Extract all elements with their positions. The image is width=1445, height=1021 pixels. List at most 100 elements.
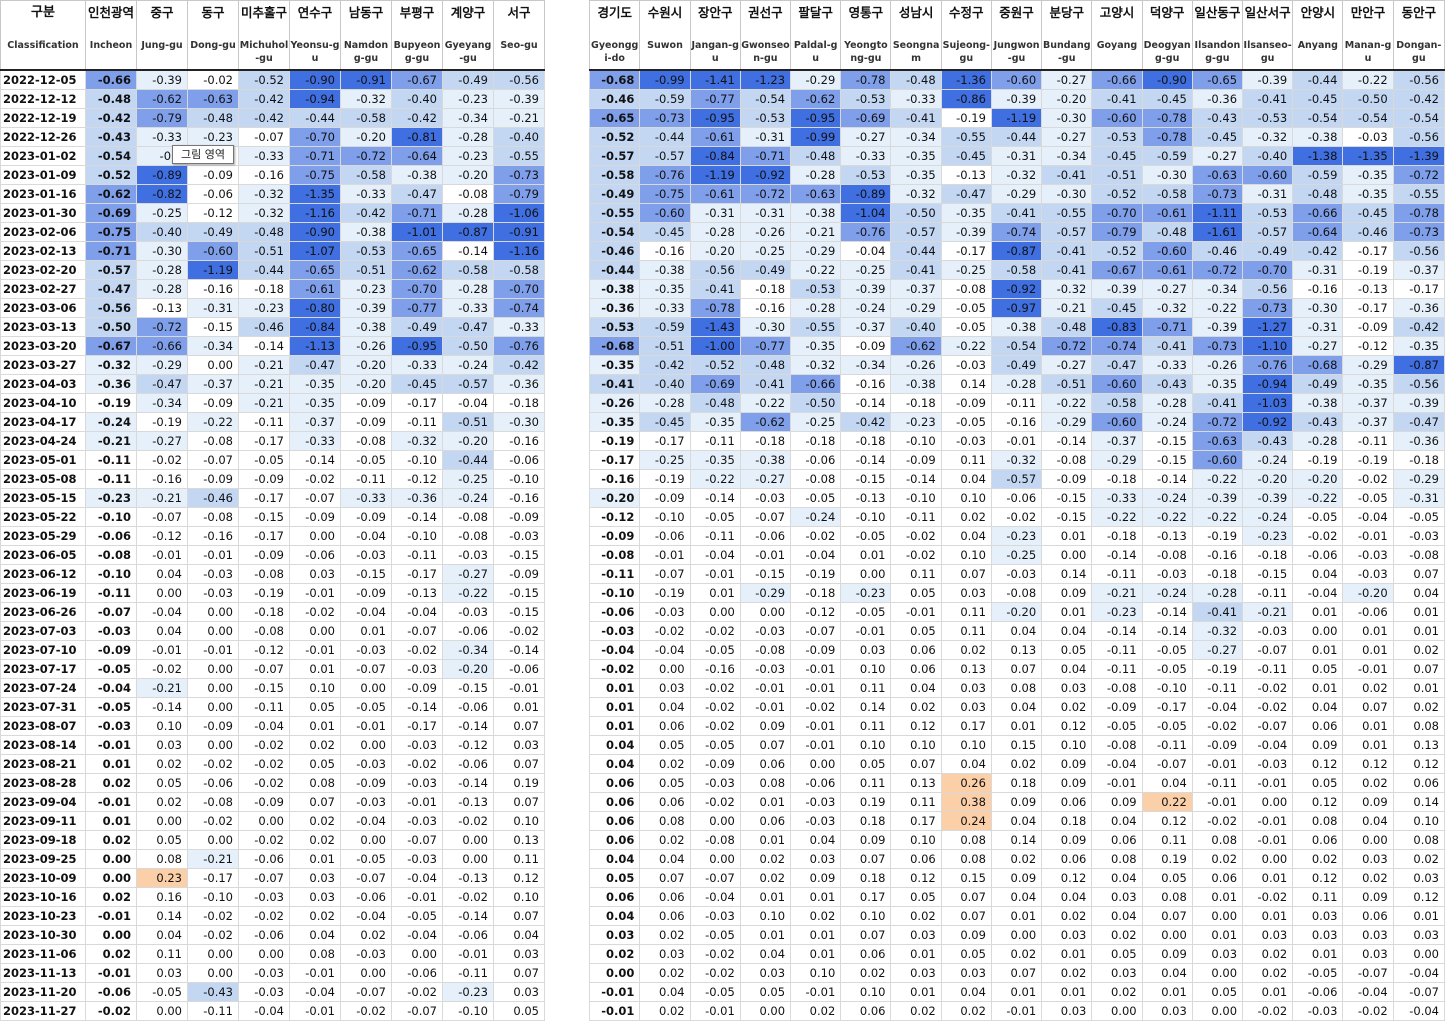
value-cell: -0.57 [1041, 222, 1093, 242]
value-cell: -0.11 [689, 526, 741, 546]
value-cell: -0.53 [1242, 203, 1294, 223]
value-cell: -0.02 [340, 1001, 392, 1021]
value-cell: -0.95 [689, 108, 741, 128]
value-cell: -0.33 [238, 146, 290, 166]
header-english-label: Gyeonggi-do [591, 40, 639, 64]
value-cell: -0.66 [790, 374, 842, 394]
value-cell: 0.22 [1141, 792, 1193, 812]
value-cell: -0.11 [1342, 431, 1394, 451]
value-cell: -0.07 [238, 659, 290, 679]
value-cell: -0.14 [238, 336, 290, 356]
value-cell: -0.08 [187, 507, 239, 527]
value-cell: -0.41 [1041, 260, 1093, 280]
value-cell: -0.56 [1392, 127, 1445, 147]
value-cell: -0.55 [940, 127, 992, 147]
value-cell: -0.28 [990, 374, 1043, 394]
date-cell: 2023-06-12 [0, 564, 86, 584]
value-cell: -0.62 [890, 336, 942, 356]
value-cell: 0.03 [940, 583, 992, 603]
value-cell: -0.72 [1041, 336, 1093, 356]
value-cell: -0.34 [136, 393, 188, 413]
value-cell: 0.00 [187, 697, 239, 717]
value-cell: 0.06 [1091, 830, 1143, 850]
value-cell: 0.00 [1191, 1001, 1244, 1021]
table-row: -0.35 -0.45 -0.35 -0.62 -0.25 -0.42 -0.23 -0.05… [588, 412, 1445, 432]
value-cell: -0.45 [940, 146, 992, 166]
table-row: 2023-09-11 0.01 0.00 -0.02 0.00 0.02 -0.04 -0.0… [0, 811, 545, 831]
value-cell: -0.48 [1041, 317, 1093, 337]
value-cell: -0.08 [340, 431, 392, 451]
value-cell: -0.09 [639, 488, 691, 508]
value-cell: -0.04 [238, 1001, 290, 1021]
value-cell: -0.14 [289, 450, 341, 470]
value-cell: 0.06 [1041, 849, 1093, 869]
value-cell: -0.28 [1292, 431, 1344, 451]
value-cell: -0.19 [136, 412, 188, 432]
value-cell: -0.19 [1342, 260, 1394, 280]
value-cell: 0.08 [289, 944, 341, 964]
value-cell: -0.39 [840, 279, 892, 299]
value-cell: -0.22 [1141, 507, 1193, 527]
column-header: 안양시 Anyang [1292, 0, 1344, 71]
value-cell: -0.03 [739, 621, 792, 641]
value-cell: 0.08 [1292, 811, 1344, 831]
table-row: -0.19 -0.17 -0.11 -0.18 -0.18 -0.18 -0.10 -0.03… [588, 431, 1445, 451]
table-row: 2023-03-20 -0.67 -0.66 -0.34 -0.14 -1.13 -0.26… [0, 336, 545, 356]
value-cell: -0.24 [442, 355, 494, 375]
value-cell: -0.15 [840, 469, 892, 489]
value-cell: -0.02 [790, 697, 842, 717]
value-cell: 0.00 [187, 355, 239, 375]
value-cell: -0.01 [689, 1001, 741, 1021]
value-cell: 0.26 [940, 773, 992, 793]
value-cell: -0.67 [1091, 260, 1143, 280]
value-cell: -0.19 [1191, 659, 1244, 679]
value-cell: 0.00 [289, 621, 341, 641]
value-cell: -0.05 [689, 507, 741, 527]
region-total-cell: 0.02 [85, 773, 137, 793]
header-korean-label: 수원시 [647, 5, 683, 20]
region-total-cell: -0.06 [588, 602, 641, 622]
value-cell: -0.03 [340, 754, 392, 774]
value-cell: -0.18 [1191, 564, 1244, 584]
value-cell: 0.05 [1191, 982, 1244, 1002]
value-cell: -0.13 [442, 792, 494, 812]
value-cell: 0.14 [840, 697, 892, 717]
value-cell: -0.41 [1091, 89, 1143, 109]
value-cell: -0.08 [940, 279, 992, 299]
value-cell: -0.36 [493, 374, 545, 394]
value-cell: 0.06 [840, 944, 892, 964]
value-cell: 0.18 [1041, 811, 1093, 831]
value-cell: -0.05 [1091, 716, 1143, 736]
value-cell: -0.31 [739, 203, 792, 223]
value-cell: 0.02 [1041, 697, 1093, 717]
header-english-label: Ilsanseo-gu [1243, 40, 1292, 64]
region-total-cell: 0.02 [85, 944, 137, 964]
value-cell: -0.41 [1191, 393, 1244, 413]
value-cell: -0.70 [391, 279, 443, 299]
value-cell: 0.02 [739, 868, 792, 888]
value-cell: -0.45 [1342, 203, 1394, 223]
region-total-cell: -0.36 [85, 374, 137, 394]
value-cell: -0.55 [493, 146, 545, 166]
value-cell: -0.39 [1191, 317, 1244, 337]
value-cell: 0.01 [890, 982, 942, 1002]
value-cell: 0.04 [940, 469, 992, 489]
value-cell: 0.00 [340, 963, 392, 983]
value-cell: -0.80 [289, 298, 341, 318]
value-cell: 0.13 [890, 773, 942, 793]
value-cell: 0.07 [739, 735, 792, 755]
header-english-label: Jung-gu [141, 40, 183, 51]
value-cell: -0.03 [1392, 526, 1445, 546]
value-cell: -0.06 [493, 450, 545, 470]
value-cell: 0.11 [840, 716, 892, 736]
value-cell: 0.10 [890, 830, 942, 850]
value-cell: 0.02 [990, 849, 1043, 869]
column-header: 일산서구 Ilsanseo-gu [1242, 0, 1294, 71]
value-cell: 0.09 [1292, 735, 1344, 755]
value-cell: -0.72 [1191, 260, 1244, 280]
value-cell: 0.03 [940, 678, 992, 698]
value-cell: -0.36 [1392, 431, 1445, 451]
value-cell: -0.03 [940, 431, 992, 451]
region-total-cell: -0.36 [588, 298, 641, 318]
value-cell: -0.25 [136, 203, 188, 223]
